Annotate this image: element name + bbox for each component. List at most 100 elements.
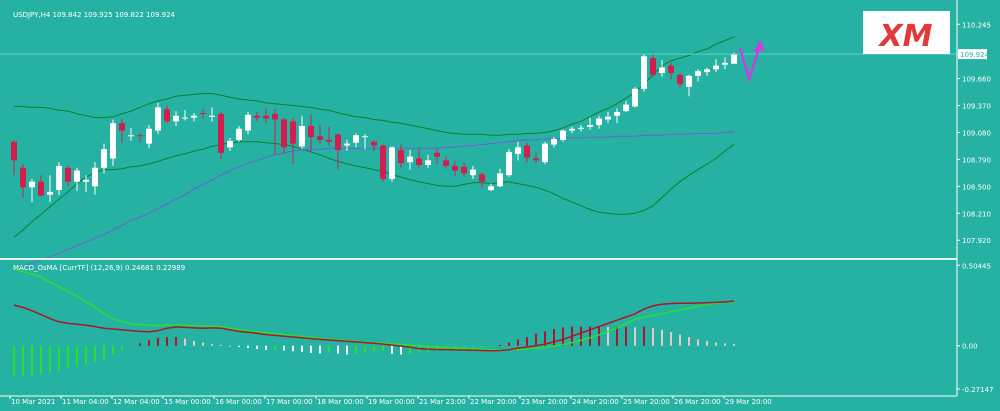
candle-body (407, 156, 413, 163)
candle-body (92, 167, 98, 187)
osma-bar (49, 345, 51, 373)
time-tick-label: 12 Mar 04:00 (113, 398, 160, 406)
candle-body (245, 114, 251, 131)
osma-bar (319, 345, 321, 354)
candle-body (623, 104, 629, 112)
osma-bar (580, 326, 582, 346)
macd-tick-label: -0.27147 (962, 386, 993, 394)
osma-bar (31, 345, 33, 376)
candle-body (353, 135, 359, 143)
osma-bar (184, 338, 186, 346)
candle-body (236, 128, 242, 140)
candle-body (515, 147, 521, 154)
candle-body (398, 150, 404, 164)
current-price-tag (958, 49, 987, 60)
lower-band-line (13, 141, 735, 238)
osma-bar (22, 345, 24, 377)
osma-bar (175, 336, 177, 346)
candle-body (11, 141, 17, 161)
osma-bar (409, 345, 411, 355)
osma-bar (724, 343, 726, 346)
osma-bar (517, 339, 519, 346)
osma-bar (679, 334, 681, 346)
osma-bar (589, 326, 591, 346)
candle-body (542, 143, 548, 163)
osma-bar (472, 345, 474, 349)
candle-body (218, 113, 224, 153)
candle-body (596, 118, 602, 126)
upper-band-line (14, 36, 735, 136)
candle-body (200, 112, 206, 114)
osma-bar (481, 345, 483, 348)
candle-body (479, 174, 485, 182)
logo-text: XM (878, 19, 933, 54)
candle-body (497, 173, 503, 187)
candle-body (362, 136, 368, 138)
candle-body (443, 160, 449, 166)
candle-body (182, 117, 188, 119)
osma-bar (634, 327, 636, 346)
osma-bar (283, 345, 285, 351)
candle-body (650, 58, 656, 75)
osma-bar (436, 345, 438, 352)
price-tick-label: 109.080 (962, 129, 991, 137)
osma-bar (364, 345, 366, 353)
macd-panel (13, 268, 735, 377)
candle-body (65, 167, 71, 182)
macd-header: MACD_OsMA [CurrTF] (12,26,9) 0.24681 0.2… (13, 264, 185, 272)
candle-body (605, 116, 611, 120)
candle-body (128, 135, 134, 137)
osma-bar (337, 345, 339, 354)
candle-body (704, 69, 710, 73)
osma-bar (193, 340, 195, 346)
candle-body (722, 62, 728, 65)
candle-body (731, 54, 737, 64)
candle-body (506, 151, 512, 176)
candle-body (578, 127, 584, 129)
osma-bar (607, 326, 609, 346)
macd-tick-label: 0.00 (962, 343, 978, 351)
candle-body (452, 165, 458, 171)
time-tick-label: 25 Mar 20:00 (623, 398, 670, 406)
osma-bar (508, 342, 510, 346)
candle-body (317, 136, 323, 140)
osma-bar (94, 345, 96, 362)
candle-body (551, 138, 557, 145)
candle-body (344, 143, 350, 146)
candle-body (470, 169, 476, 176)
time-tick-label: 11 Mar 04:00 (62, 398, 109, 406)
candle-body (155, 107, 161, 131)
candle-body (668, 65, 674, 74)
candle-body (227, 140, 233, 148)
osma-bar (148, 340, 150, 346)
logo-background (863, 11, 950, 54)
price-tick-label: 108.500 (962, 183, 991, 191)
candle-body (659, 67, 665, 74)
candle-body (686, 75, 692, 87)
time-tick-label: 16 Mar 00:00 (215, 398, 262, 406)
osma-bar (202, 342, 204, 346)
candle-body (254, 115, 260, 118)
price-tick-label: 107.920 (962, 237, 991, 245)
osma-bar (310, 345, 312, 353)
osma-bar (697, 339, 699, 346)
candle-body (461, 166, 467, 174)
candle-body (569, 128, 575, 131)
osma-bar (103, 345, 105, 359)
osma-bar (661, 329, 663, 346)
osma-bar (715, 342, 717, 346)
osma-bar (157, 337, 159, 346)
osma-bar (220, 344, 222, 346)
osma-bar (391, 345, 393, 354)
current-price-label: 109.924 (960, 51, 989, 59)
osma-bar (130, 345, 132, 347)
candle-body (641, 56, 647, 89)
osma-bar (139, 343, 141, 346)
candle-body (272, 113, 278, 120)
osma-bar (526, 336, 528, 346)
osma-bar (211, 344, 213, 346)
candle-body (164, 109, 170, 122)
osma-bar (733, 343, 735, 346)
